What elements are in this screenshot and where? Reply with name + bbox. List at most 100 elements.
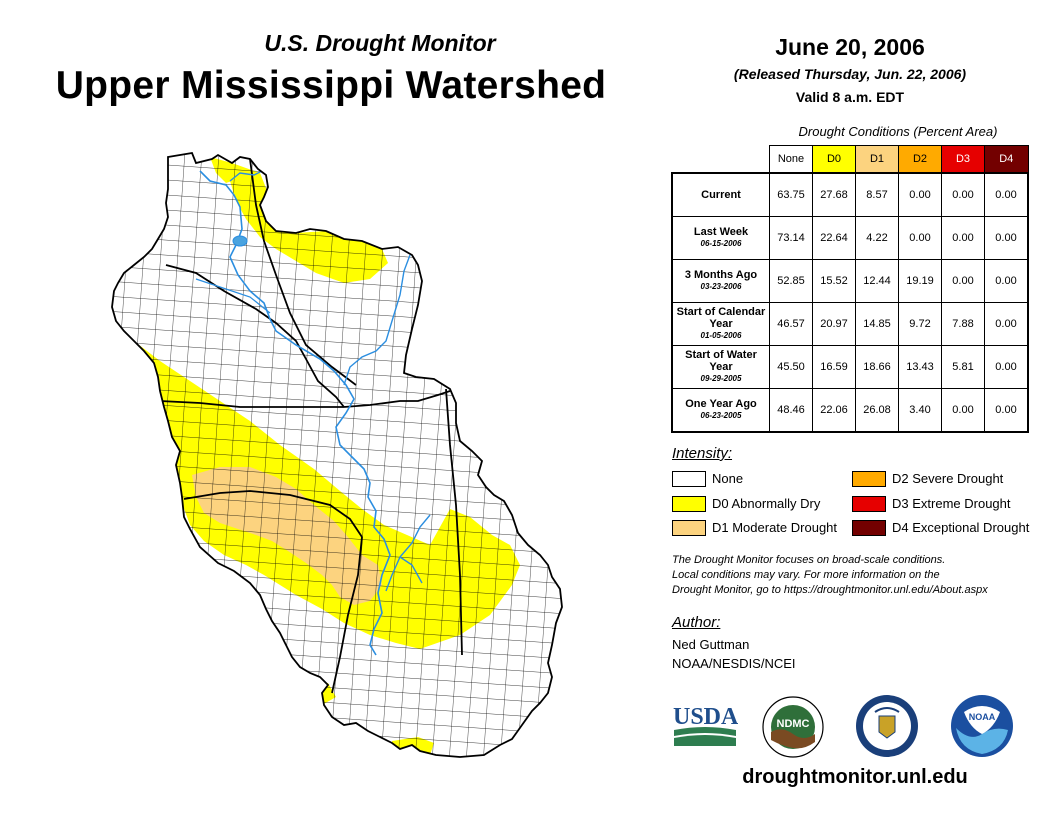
column-header-d4: D4 [984,145,1029,174]
author-title: Author: [672,614,721,631]
legend-label: D4 Exceptional Drought [892,520,1030,535]
table-cell: 22.64 [812,216,856,260]
table-cell: 4.22 [855,216,899,260]
row-label: Last Week 06-15-2006 [671,216,770,260]
legend-item: D3 Extreme Drought [852,495,1011,513]
legend-item: None [672,470,743,488]
legend-swatch [672,470,706,487]
table-row: Last Week 06-15-2006 73.14 22.64 4.22 0.00 0.0… [671,216,1029,260]
table-cell: 12.44 [855,259,899,303]
legend-swatch [672,519,706,536]
usda-logo-text: USDA [673,704,738,730]
legend-swatch [852,470,886,487]
author-org: NOAA/NESDIS/NCEI [672,656,796,671]
table-row: Start of Water Year 09-29-2005 45.50 16.59 1… [671,345,1029,389]
table-cell: 46.57 [769,302,813,346]
table-cell: 73.14 [769,216,813,260]
release-date: (Released Thursday, Jun. 22, 2006) [733,66,967,82]
row-label: 3 Months Ago 03-23-2006 [671,259,770,303]
legend-label: D1 Moderate Drought [712,520,838,535]
legend-swatch [852,495,886,512]
table-corner-cell [672,146,770,174]
usda-logo: USDA [673,704,738,746]
table-caption: Drought Conditions (Percent Area) [798,124,998,139]
table-cell: 9.72 [898,302,942,346]
ndmc-logo: NDMC [762,696,824,758]
author-name: Ned Guttman [672,637,750,652]
row-label: Start of Water Year 09-29-2005 [671,345,770,389]
legend-item: D2 Severe Drought [852,470,1003,488]
disclaimer-note: The Drought Monitor focuses on broad-sca… [672,553,1044,598]
table-cell: 0.00 [941,216,985,260]
legend-item: D4 Exceptional Drought [852,519,1029,537]
table-cell: 63.75 [769,172,813,217]
table-cell: 0.00 [941,388,985,433]
column-header-d1: D1 [855,145,899,174]
table-cell: 8.57 [855,172,899,217]
drought-map [111,152,563,758]
table-cell: 5.81 [941,345,985,389]
drought-conditions-table: None D0 D1 D2 D3 D4 Current 63.75 27.68 8.57 0.00… [671,145,1029,433]
legend-item: D1 Moderate Drought [672,519,837,537]
table-cell: 0.00 [898,172,942,217]
legend-label: None [712,471,744,486]
legend-label: D3 Extreme Drought [892,496,1011,511]
table-row: Current 63.75 27.68 8.57 0.00 0.00 0.00 [671,172,1029,217]
row-label-text: 3 Months Ago [684,269,758,281]
column-header-none: None [769,145,813,174]
map-title: Upper Mississippi Watershed [55,64,607,107]
table-cell: 7.88 [941,302,985,346]
column-header-d3: D3 [941,145,985,174]
table-cell: 0.00 [898,216,942,260]
table-cell: 0.00 [984,388,1029,433]
row-label-text: Start of Water Year [685,349,757,373]
table-row: 3 Months Ago 03-23-2006 52.85 15.52 12.44 19.… [671,259,1029,303]
legend-swatch [672,495,706,512]
row-label-date: 06-23-2005 [700,411,742,420]
column-header-d2: D2 [898,145,942,174]
note-line: The Drought Monitor focuses on broad-sca… [672,554,946,566]
legend-label: D2 Severe Drought [892,471,1004,486]
table-cell: 0.00 [941,172,985,217]
note-line: Local conditions may vary. For more info… [672,569,940,581]
table-cell: 22.06 [812,388,856,433]
row-label-date: 03-23-2006 [700,282,742,291]
valid-time: Valid 8 a.m. EDT [795,89,905,105]
table-header-row: None D0 D1 D2 D3 D4 [672,145,1029,174]
table-cell: 27.68 [812,172,856,217]
legend-swatch [852,519,886,536]
table-cell: 16.59 [812,345,856,389]
table-cell: 14.85 [855,302,899,346]
row-label-text: Last Week [693,226,749,238]
noaa-logo-text: NOAA [969,712,996,722]
table-body: Current 63.75 27.68 8.57 0.00 0.00 0.00 Last We… [671,172,1029,433]
row-label-text: One Year Ago [685,398,757,410]
table-cell: 13.43 [898,345,942,389]
map-date: June 20, 2006 [775,34,925,60]
row-label-date: 01-05-2006 [700,331,742,340]
table-cell: 20.97 [812,302,856,346]
legend-title: Intensity: [672,445,733,462]
row-label-date: 09-29-2005 [700,374,742,383]
table-cell: 0.00 [984,216,1029,260]
note-line: Drought Monitor, go to https://droughtmo… [672,584,988,596]
table-cell: 15.52 [812,259,856,303]
table-cell: 0.00 [941,259,985,303]
website-url[interactable]: droughtmonitor.unl.edu [742,766,968,788]
table-row: One Year Ago 06-23-2005 48.46 22.06 26.08 3.4… [671,388,1029,433]
table-cell: 26.08 [855,388,899,433]
legend-item: D0 Abnormally Dry [672,495,820,513]
table-cell: 0.00 [984,302,1029,346]
table-cell: 3.40 [898,388,942,433]
row-label: One Year Ago 06-23-2005 [671,388,770,433]
table-cell: 52.85 [769,259,813,303]
commerce-seal-icon [856,695,918,757]
row-label-text: Current [701,189,741,201]
ndmc-logo-text: NDMC [777,718,810,730]
table-cell: 0.00 [984,172,1029,217]
column-header-d0: D0 [812,145,856,174]
row-label: Start of Calendar Year 01-05-2006 [671,302,770,346]
table-cell: 18.66 [855,345,899,389]
legend-label: D0 Abnormally Dry [712,496,821,511]
table-cell: 19.19 [898,259,942,303]
